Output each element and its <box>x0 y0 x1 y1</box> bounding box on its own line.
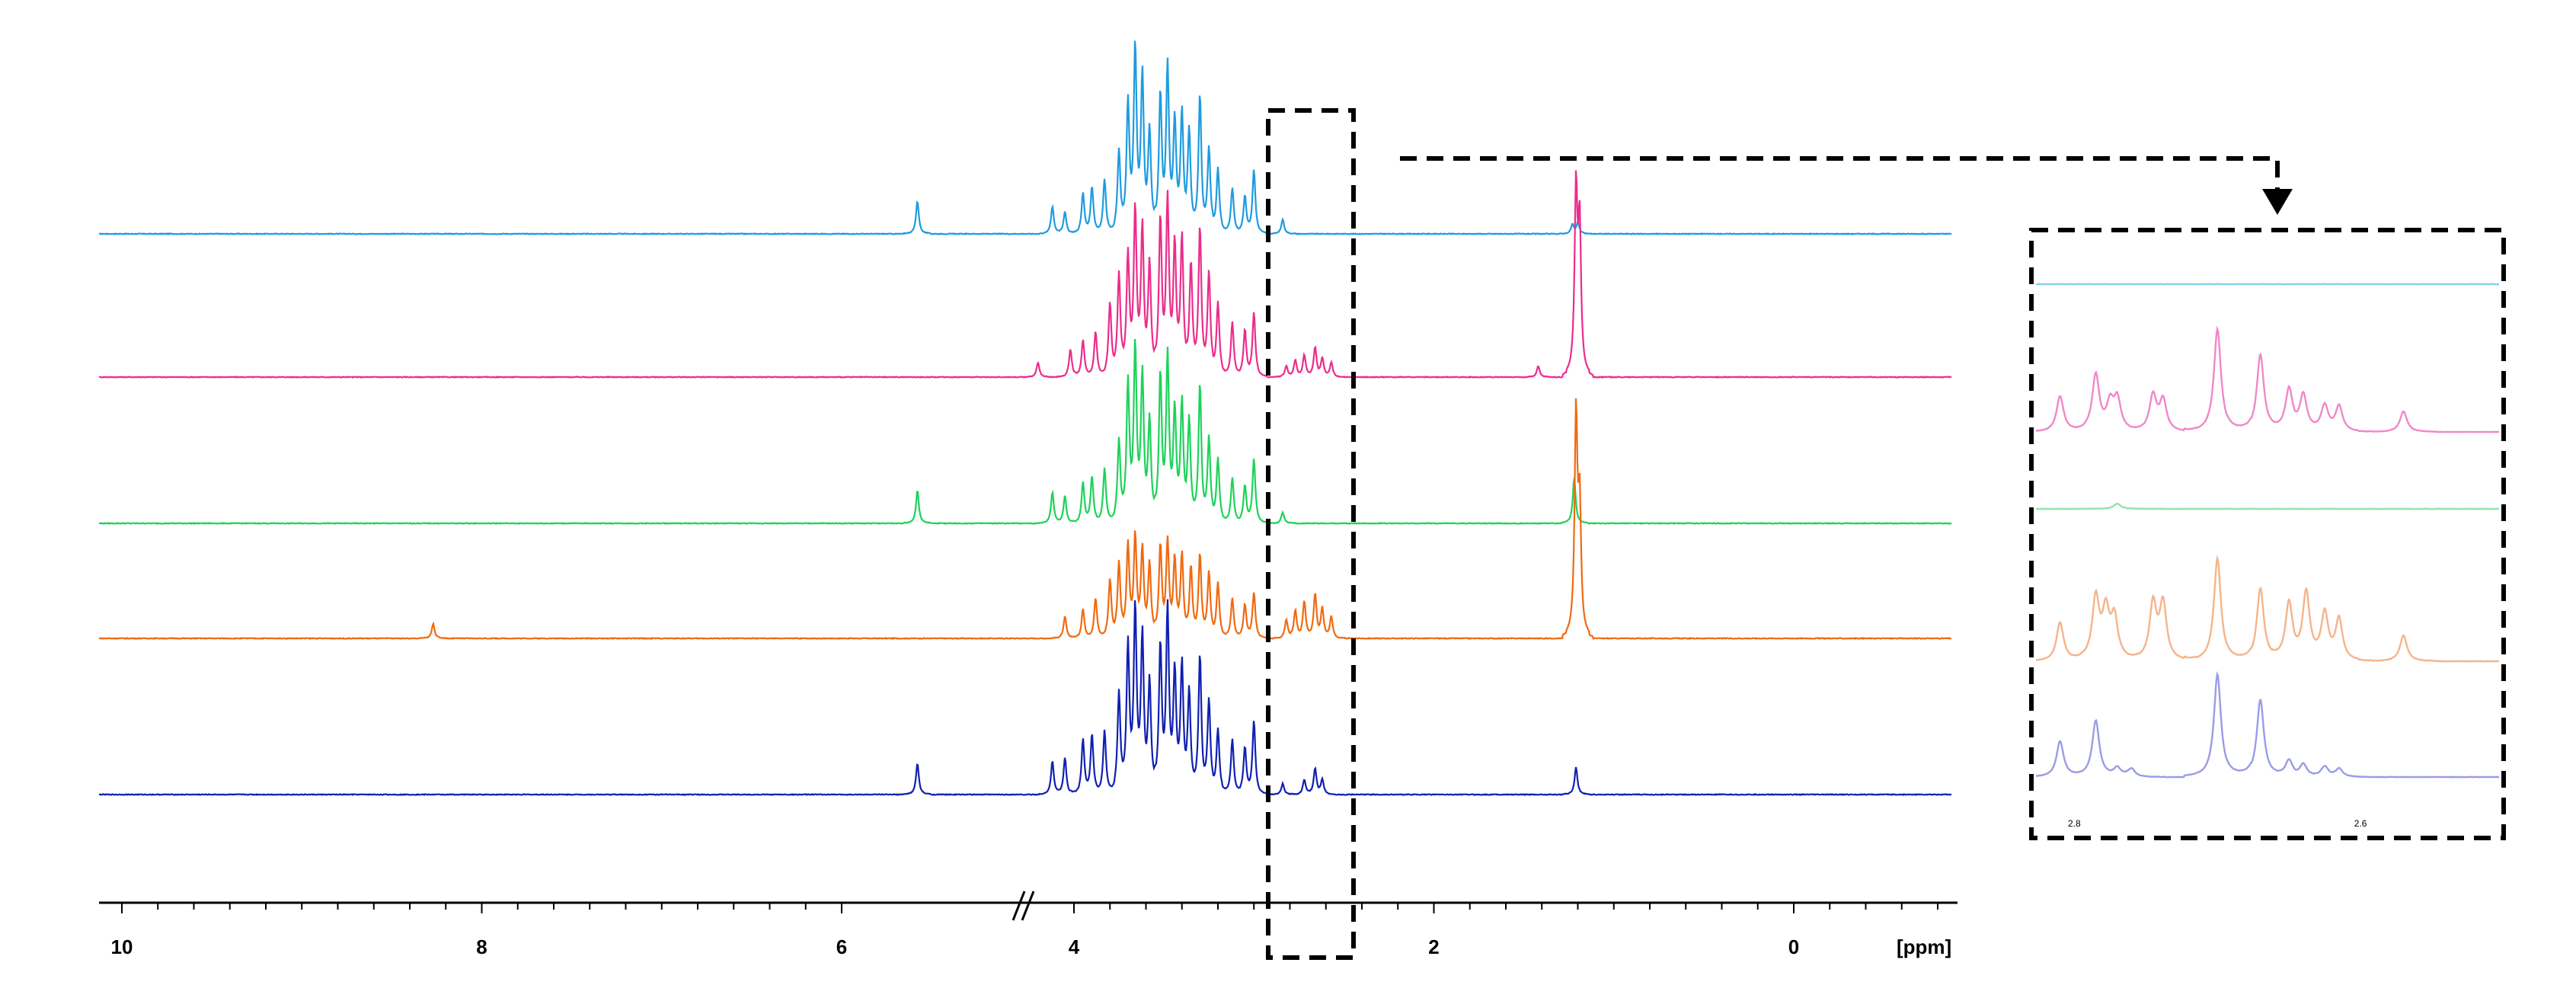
inset-frame <box>2029 228 2506 840</box>
ppm-tick-label: 0 <box>1788 935 1799 958</box>
ppm-axis-ticks: 10 8 6 4 2 0 <box>111 903 1938 958</box>
axis-break-mark <box>1012 891 1035 921</box>
ppm-unit-label: [ppm] <box>1897 935 1951 958</box>
main-spectra-plot <box>98 40 1952 796</box>
inset-axis-ticks: 2.8 2.6 <box>2068 818 2367 829</box>
zoom-connector-arrow <box>1400 156 2293 215</box>
axis-break-slash-right <box>1021 891 1035 921</box>
ppm-tick-label: 8 <box>476 935 487 958</box>
highlight-region-box <box>1266 108 1356 960</box>
ppm-tick-label: 4 <box>1069 935 1080 958</box>
ppm-tick-label: 2 <box>1428 935 1439 958</box>
axis-break-slash-left <box>1012 891 1026 921</box>
connector-line <box>1400 156 2280 189</box>
inset-spectra-plot <box>2035 283 2500 779</box>
inset-spectrum-trace-5 <box>2035 670 2500 779</box>
spectrum-trace-5 <box>98 599 1952 796</box>
ppm-tick-label: 6 <box>836 935 847 958</box>
spectrum-trace-4 <box>98 398 1951 641</box>
ppm-axis: 10 8 6 4 2 0 [ppm] <box>99 891 1958 958</box>
inset-tick-label: 2.8 <box>2068 818 2081 829</box>
spectrum-trace-1 <box>99 40 1952 235</box>
inset-spectrum-trace-3 <box>2035 502 2500 510</box>
ppm-tick-label: 10 <box>111 935 133 958</box>
zoom-inset: 2.8 2.6 <box>2029 228 2506 840</box>
arrow-head-icon <box>2262 189 2293 215</box>
inset-spectrum-trace-1 <box>2035 283 2500 286</box>
inset-spectrum-trace-2 <box>2035 325 2499 433</box>
spectrum-trace-2 <box>98 170 1952 379</box>
inset-spectrum-trace-4 <box>2035 555 2500 663</box>
spectrum-trace-3 <box>98 338 1952 525</box>
inset-tick-label: 2.6 <box>2354 818 2367 829</box>
